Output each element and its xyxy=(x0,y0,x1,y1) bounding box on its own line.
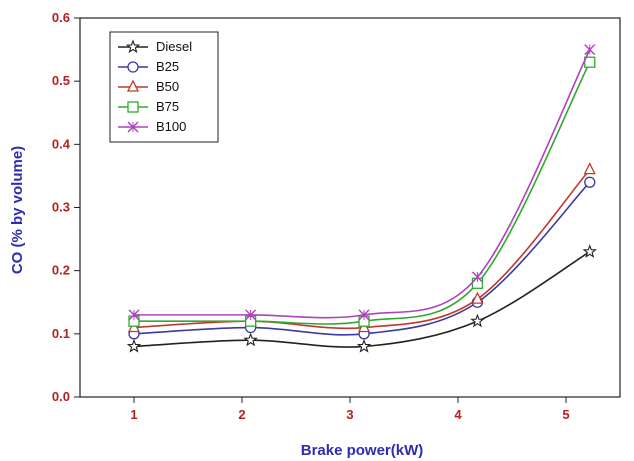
series-diesel xyxy=(126,244,597,353)
data-point-b50 xyxy=(471,291,484,304)
legend-marker xyxy=(127,61,139,73)
data-point-diesel xyxy=(126,338,142,353)
series-line-b100 xyxy=(134,49,591,319)
data-point-b100 xyxy=(128,309,140,321)
legend-item-diesel: Diesel xyxy=(118,39,192,54)
legend-marker xyxy=(127,101,139,113)
x-tick-label: 5 xyxy=(562,407,569,422)
legend-label-b75: B75 xyxy=(156,99,179,114)
data-point-b25 xyxy=(584,176,596,188)
data-point-b50 xyxy=(583,162,596,175)
y-tick-label: 0.2 xyxy=(52,263,70,278)
series-line-b50 xyxy=(133,169,591,330)
legend-item-b100: B100 xyxy=(118,119,186,134)
y-tick-label: 0.5 xyxy=(52,73,70,88)
data-point-b100 xyxy=(245,309,257,321)
data-point-diesel xyxy=(243,332,258,347)
y-tick-label: 0.6 xyxy=(52,10,70,25)
legend-label-b50: B50 xyxy=(156,79,179,94)
legend-label-b25: B25 xyxy=(156,59,179,74)
y-axis-title: CO (% by volume) xyxy=(9,146,26,274)
legend-marker xyxy=(125,39,141,54)
legend-marker xyxy=(127,121,139,133)
x-tick-label: 1 xyxy=(130,407,137,422)
x-tick-label: 3 xyxy=(346,407,353,422)
data-point-b100 xyxy=(358,309,370,321)
x-tick-label: 4 xyxy=(454,407,462,422)
legend-item-b50: B50 xyxy=(118,79,179,94)
legend-label-b100: B100 xyxy=(156,119,186,134)
legend-item-b25: B25 xyxy=(118,59,179,74)
data-point-b100 xyxy=(471,271,483,283)
data-point-diesel xyxy=(356,338,372,353)
legend-label-diesel: Diesel xyxy=(156,39,192,54)
series-b50 xyxy=(127,162,596,333)
y-tick-label: 0.0 xyxy=(52,389,70,404)
series-line-b75 xyxy=(134,61,591,325)
y-tick-label: 0.1 xyxy=(52,326,70,341)
y-tick-label: 0.3 xyxy=(52,200,70,215)
x-tick-label: 2 xyxy=(238,407,245,422)
data-point-diesel xyxy=(582,244,597,258)
legend-marker xyxy=(126,79,140,92)
data-point-diesel xyxy=(470,313,485,328)
x-axis-title: Brake power(kW) xyxy=(301,442,424,459)
y-tick-label: 0.4 xyxy=(52,136,71,151)
data-point-b100 xyxy=(584,44,596,56)
series-b100 xyxy=(128,44,596,321)
legend-item-b75: B75 xyxy=(118,99,179,114)
